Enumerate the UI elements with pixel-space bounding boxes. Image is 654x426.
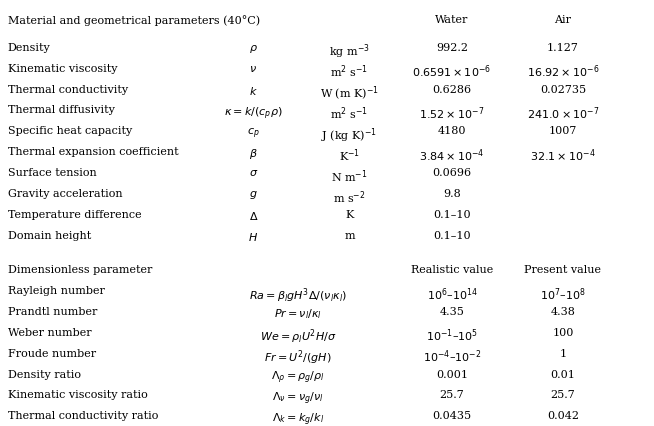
Text: $241.0 \times 10^{-7}$: $241.0 \times 10^{-7}$: [526, 106, 599, 122]
Text: Domain height: Domain height: [8, 231, 91, 241]
Text: Kinematic viscosity: Kinematic viscosity: [8, 64, 117, 74]
Text: 0.001: 0.001: [436, 370, 468, 380]
Text: $32.1 \times 10^{-4}$: $32.1 \times 10^{-4}$: [530, 147, 596, 164]
Text: $10^{-1}$–$10^5$: $10^{-1}$–$10^5$: [426, 328, 478, 344]
Text: Froude number: Froude number: [8, 349, 96, 359]
Text: $\kappa = k/(c_p\rho)$: $\kappa = k/(c_p\rho)$: [224, 106, 283, 122]
Text: N m$^{-1}$: N m$^{-1}$: [331, 168, 368, 185]
Text: $c_p$: $c_p$: [247, 127, 260, 141]
Text: $10^7$–$10^8$: $10^7$–$10^8$: [540, 286, 586, 302]
Text: $\Lambda_\rho = \rho_g / \rho_l$: $\Lambda_\rho = \rho_g / \rho_l$: [271, 370, 325, 386]
Text: 0.0435: 0.0435: [432, 412, 472, 421]
Text: Thermal diffusivity: Thermal diffusivity: [8, 106, 114, 115]
Text: m s$^{-2}$: m s$^{-2}$: [333, 189, 366, 206]
Text: Density: Density: [8, 43, 50, 53]
Text: 4.38: 4.38: [551, 307, 576, 317]
Text: 0.6286: 0.6286: [432, 85, 472, 95]
Text: Realistic value: Realistic value: [411, 265, 493, 275]
Text: $10^6$–$10^{14}$: $10^6$–$10^{14}$: [426, 286, 477, 302]
Text: $\beta$: $\beta$: [249, 147, 258, 161]
Text: Kinematic viscosity ratio: Kinematic viscosity ratio: [8, 391, 148, 400]
Text: m$^{2}$ s$^{-1}$: m$^{2}$ s$^{-1}$: [330, 64, 368, 81]
Text: 25.7: 25.7: [439, 391, 464, 400]
Text: Material and geometrical parameters (40°C): Material and geometrical parameters (40°…: [8, 14, 260, 26]
Text: 0.1–10: 0.1–10: [433, 231, 471, 241]
Text: Temperature difference: Temperature difference: [8, 210, 141, 220]
Text: $3.84 \times 10^{-4}$: $3.84 \times 10^{-4}$: [419, 147, 485, 164]
Text: $Fr = U^2 / (gH)$: $Fr = U^2 / (gH)$: [264, 349, 332, 367]
Text: Present value: Present value: [525, 265, 602, 275]
Text: Thermal conductivity ratio: Thermal conductivity ratio: [8, 412, 158, 421]
Text: 992.2: 992.2: [436, 43, 468, 53]
Text: 4.35: 4.35: [439, 307, 464, 317]
Text: $\rho$: $\rho$: [249, 43, 258, 55]
Text: Weber number: Weber number: [8, 328, 92, 338]
Text: 9.8: 9.8: [443, 189, 461, 199]
Text: Thermal conductivity: Thermal conductivity: [8, 85, 128, 95]
Text: $\nu$: $\nu$: [249, 64, 257, 74]
Text: 25.7: 25.7: [551, 391, 576, 400]
Text: 0.0696: 0.0696: [432, 168, 472, 178]
Text: $\Delta$: $\Delta$: [249, 210, 258, 222]
Text: Water: Water: [436, 14, 469, 25]
Text: $k$: $k$: [249, 85, 258, 97]
Text: Thermal expansion coefficient: Thermal expansion coefficient: [8, 147, 179, 157]
Text: K: K: [345, 210, 354, 220]
Text: $\sigma$: $\sigma$: [249, 168, 258, 178]
Text: J (kg K)$^{-1}$: J (kg K)$^{-1}$: [321, 127, 377, 145]
Text: Air: Air: [555, 14, 572, 25]
Text: Density ratio: Density ratio: [8, 370, 81, 380]
Text: $\Lambda_\nu = \nu_g / \nu_l$: $\Lambda_\nu = \nu_g / \nu_l$: [272, 391, 324, 407]
Text: $\Lambda_k = k_g / k_l$: $\Lambda_k = k_g / k_l$: [272, 412, 324, 426]
Text: 1.127: 1.127: [547, 43, 579, 53]
Text: $10^{-4}$–$10^{-2}$: $10^{-4}$–$10^{-2}$: [422, 349, 481, 365]
Text: $Pr = \nu_l / \kappa_l$: $Pr = \nu_l / \kappa_l$: [274, 307, 322, 321]
Text: m: m: [344, 231, 354, 241]
Text: $0.6591 \times 10^{-6}$: $0.6591 \times 10^{-6}$: [413, 64, 492, 81]
Text: kg m$^{-3}$: kg m$^{-3}$: [329, 43, 370, 61]
Text: Prandtl number: Prandtl number: [8, 307, 97, 317]
Text: $g$: $g$: [249, 189, 258, 201]
Text: 1: 1: [559, 349, 566, 359]
Text: $We = \rho_l U^2 H / \sigma$: $We = \rho_l U^2 H / \sigma$: [260, 328, 336, 346]
Text: $Ra = \beta_l g H^3 \Delta / (\nu_l \kappa_l)$: $Ra = \beta_l g H^3 \Delta / (\nu_l \kap…: [249, 286, 347, 305]
Text: Surface tension: Surface tension: [8, 168, 97, 178]
Text: Specific heat capacity: Specific heat capacity: [8, 127, 132, 136]
Text: 1007: 1007: [549, 127, 577, 136]
Text: K$^{-1}$: K$^{-1}$: [339, 147, 360, 164]
Text: W (m K)$^{-1}$: W (m K)$^{-1}$: [320, 85, 379, 103]
Text: Gravity acceleration: Gravity acceleration: [8, 189, 122, 199]
Text: 100: 100: [552, 328, 574, 338]
Text: $H$: $H$: [249, 231, 258, 243]
Text: m$^{2}$ s$^{-1}$: m$^{2}$ s$^{-1}$: [330, 106, 368, 122]
Text: 0.1–10: 0.1–10: [433, 210, 471, 220]
Text: 0.042: 0.042: [547, 412, 579, 421]
Text: 4180: 4180: [438, 127, 466, 136]
Text: $1.52 \times 10^{-7}$: $1.52 \times 10^{-7}$: [419, 106, 485, 122]
Text: $16.92 \times 10^{-6}$: $16.92 \times 10^{-6}$: [526, 64, 599, 81]
Text: 0.01: 0.01: [551, 370, 576, 380]
Text: Rayleigh number: Rayleigh number: [8, 286, 105, 296]
Text: 0.02735: 0.02735: [540, 85, 586, 95]
Text: Dimensionless parameter: Dimensionless parameter: [8, 265, 152, 275]
